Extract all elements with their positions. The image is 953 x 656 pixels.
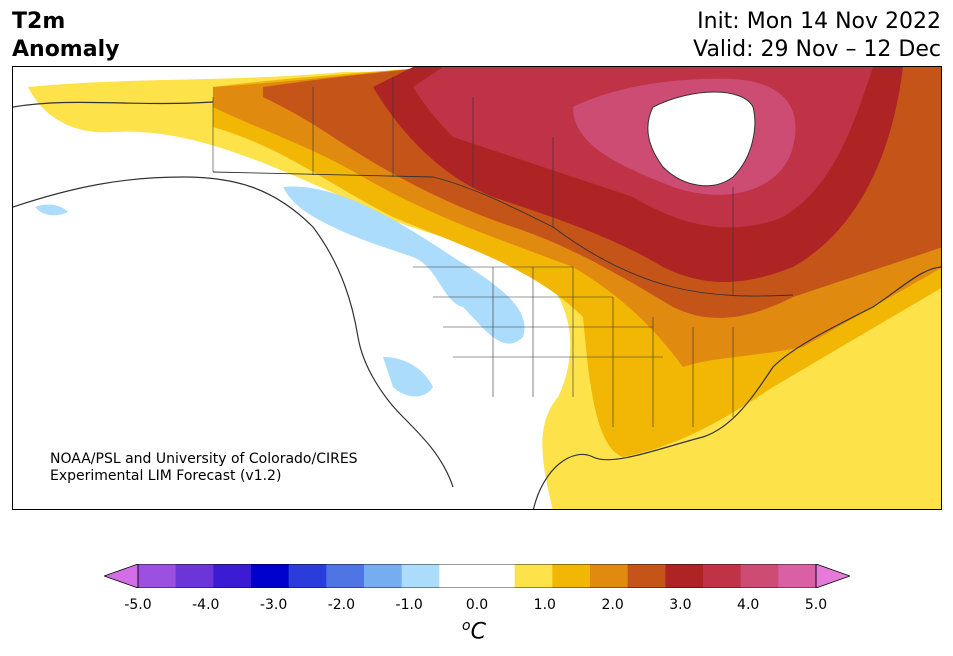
- anomaly-band-neg1c-south: [383, 357, 433, 397]
- colorbar-tick-label: 1.0: [533, 597, 556, 613]
- colorbar-bin: [665, 564, 704, 588]
- colorbar-bin: [401, 564, 440, 588]
- colorbar-bin: [703, 564, 742, 588]
- state-borders: [413, 266, 734, 427]
- init-date: Init: Mon 14 Nov 2022: [697, 9, 941, 34]
- colorbar-svg: [102, 563, 852, 589]
- colorbar-bin: [514, 564, 553, 588]
- colorbar-tick-label: 2.0: [601, 597, 624, 613]
- colorbar-tick-label: -1.0: [395, 597, 423, 613]
- date-info: Init: Mon 14 Nov 2022 Valid: 29 Nov – 12…: [693, 8, 941, 64]
- us-canada-border: [212, 171, 794, 297]
- colorbar-tick-label: 5.0: [804, 597, 828, 613]
- anomaly-map: NOAA/PSL and University of Colorado/CIRE…: [12, 66, 942, 510]
- colorbar-tick-labels: -5.0 -4.0 -3.0 -2.0 -1.0 0.0 1.0 2.0 3.0 4.0 5.0: [0, 597, 953, 617]
- colorbar-bin: [326, 564, 365, 588]
- colorbar-tick-label: 3.0: [669, 597, 692, 613]
- colorbar-bin: [590, 564, 629, 588]
- title-line-1: T2m: [12, 9, 66, 34]
- colorbar-bin: [778, 564, 817, 588]
- credit-line-2: Experimental LIM Forecast (v1.2): [50, 468, 282, 484]
- colorbar-bin: [627, 564, 666, 588]
- colorbar: [102, 563, 852, 589]
- colorbar-bin: [477, 564, 516, 588]
- colorbar-tick-label: -4.0: [192, 597, 220, 613]
- colorbar-bin: [213, 564, 252, 588]
- coastline: [13, 101, 941, 509]
- hudson-bay: [647, 91, 756, 187]
- title-line-2: Anomaly: [12, 37, 120, 62]
- credit-text: NOAA/PSL and University of Colorado/CIRE…: [50, 451, 358, 485]
- valid-range: Valid: 29 Nov – 12 Dec: [693, 37, 941, 62]
- colorbar-bin: [740, 564, 779, 588]
- canada-province-borders: [212, 77, 734, 295]
- colorbar-extend-min: [102, 563, 139, 589]
- colorbar-extend-max: [815, 563, 852, 589]
- map-title: T2m Anomaly: [12, 8, 119, 64]
- colorbar-tick-label: -5.0: [124, 597, 152, 613]
- colorbar-bin: [288, 564, 327, 588]
- credit-line-1: NOAA/PSL and University of Colorado/CIRE…: [50, 451, 358, 467]
- anomaly-band-neg1c: [283, 186, 525, 344]
- anomaly-band-neg1c-alaska: [35, 204, 68, 216]
- map-canvas: [13, 67, 941, 509]
- unit-label: oC: [462, 618, 486, 644]
- colorbar-bin: [175, 564, 214, 588]
- unit-degree: o: [462, 618, 471, 634]
- colorbar-bin: [552, 564, 591, 588]
- colorbar-bin: [251, 564, 290, 588]
- colorbar-bin: [439, 564, 478, 588]
- colorbar-tick-label: -3.0: [259, 597, 288, 613]
- colorbar-tick-label: 0.0: [465, 597, 489, 613]
- colorbar-tick-label: 4.0: [737, 597, 760, 613]
- colorbar-tick-label: -2.0: [327, 597, 356, 613]
- unit-celsius: C: [470, 619, 486, 645]
- colorbar-bin: [364, 564, 403, 588]
- colorbar-bin: [138, 564, 177, 588]
